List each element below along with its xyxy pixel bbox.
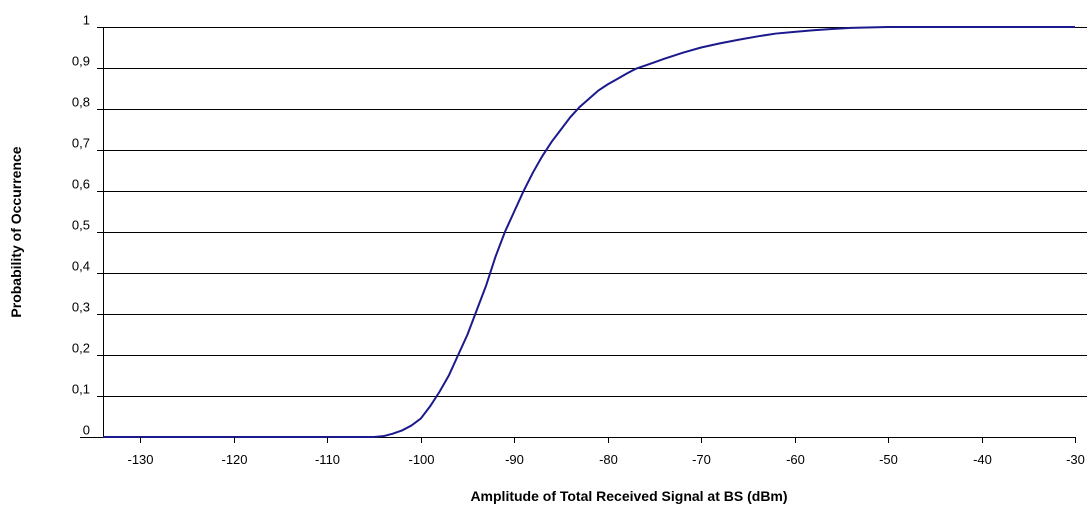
x-tick-label-10: -30: [1066, 452, 1085, 467]
x-tick-label-1: -120: [221, 452, 247, 467]
x-tick-label-8: -50: [879, 452, 898, 467]
y-tick-label-6: 0,6: [72, 177, 90, 192]
x-tick-label-7: -60: [786, 452, 805, 467]
y-axis-title: Probability of Occurrence: [8, 146, 24, 317]
y-tick-label-7: 0,7: [72, 136, 90, 151]
x-tick-label-0: -130: [127, 452, 153, 467]
x-tick-labels: -130 -120 -110 -100 -90 -80 -70 -60 -50 -40 -30: [127, 437, 1085, 467]
y-tick-label-0: 0: [83, 423, 90, 438]
x-tick-label-4: -90: [505, 452, 524, 467]
x-axis-title: Amplitude of Total Received Signal at BS…: [470, 488, 787, 504]
cdf-series-line: [103, 26, 1075, 438]
x-tick-label-2: -110: [315, 452, 340, 467]
series-layer: [103, 26, 1075, 438]
y-tick-label-3: 0,3: [72, 300, 90, 315]
y-tick-label-4: 0,4: [72, 259, 90, 274]
y-tick-labels: 0 0,1 0,2 0,3 0,4 0,5 0,6 0,7 0,8 0,9 1: [72, 13, 103, 438]
y-tick-label-10: 1: [83, 13, 90, 28]
x-tick-label-9: -40: [973, 452, 992, 467]
y-tick-label-8: 0,8: [72, 95, 90, 110]
x-tick-label-5: -80: [599, 452, 618, 467]
y-tick-label-2: 0,2: [72, 341, 90, 356]
gridlines: [103, 27, 1087, 397]
y-tick-label-1: 0,1: [72, 382, 90, 397]
y-tick-label-9: 0,9: [72, 54, 90, 69]
x-tick-label-3: -100: [408, 452, 434, 467]
x-tick-label-6: -70: [692, 452, 711, 467]
y-tick-label-5: 0,5: [72, 218, 90, 233]
